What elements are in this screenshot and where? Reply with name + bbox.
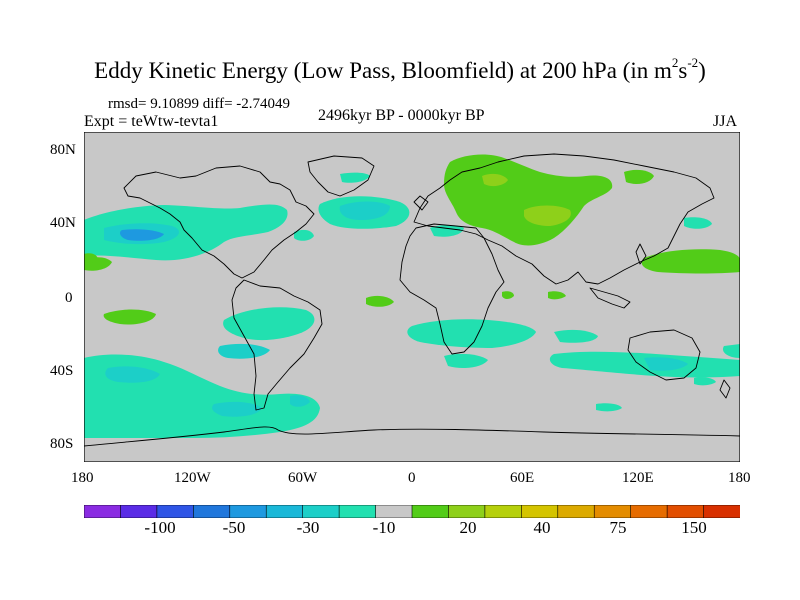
colorbar-swatch-15	[630, 505, 668, 518]
y-tick-80s: 80S	[50, 436, 74, 452]
stats-text: rmsd= 9.10899 diff= -2.74049	[108, 96, 291, 112]
colorbar-swatch-0	[84, 505, 122, 518]
period-label: 2496kyr BP - 0000kyr BP	[318, 107, 485, 124]
colorbar-swatch-2	[156, 505, 194, 518]
south-america-coast	[231, 279, 323, 411]
colorbar-label-neg100: -100	[144, 518, 176, 537]
nw-pacific-east-anomaly	[684, 217, 712, 229]
experiment-label: Expt = teWtw-tevta1	[84, 113, 219, 130]
south-pacific-core-b	[212, 401, 262, 417]
x-tick-120w: 120W	[174, 470, 211, 486]
greenland-sea-anomaly	[340, 172, 370, 183]
ne-pacific-positive	[641, 249, 740, 274]
south-atlantic-anomaly	[407, 319, 536, 348]
colorbar-swatch-7	[338, 505, 377, 518]
colorbar-swatch-12	[521, 505, 559, 518]
indonesia-coast	[589, 287, 631, 309]
colorbar-swatch-5	[265, 505, 304, 518]
y-tick-40n: 40N	[50, 215, 76, 231]
colorbar-swatch-3	[193, 505, 231, 518]
x-tick-120e: 120E	[622, 470, 654, 486]
central-asia-max	[524, 205, 571, 226]
us-east-anomaly	[294, 229, 314, 241]
plot-title: Eddy Kinetic Energy (Low Pass, Bloomfiel…	[94, 55, 706, 83]
eke-contour-fills	[84, 154, 740, 438]
colorbar-swatch-9	[411, 505, 450, 518]
southern-ocean-anomaly	[596, 403, 622, 412]
colorbar-swatch-17	[703, 505, 740, 518]
eke-map	[84, 132, 740, 462]
colorbar-label-neg30: -30	[296, 518, 320, 537]
colorbar-swatch-13	[557, 505, 595, 518]
colorbar-swatch-4	[229, 505, 267, 518]
dateline-north-positive	[84, 253, 98, 264]
x-tick-60w: 60W	[288, 470, 318, 486]
colorbar-swatch-6	[302, 505, 340, 518]
tropical-atlantic-positive	[366, 295, 394, 307]
colorbar-label-neg50: -50	[222, 518, 246, 537]
colorbar-label-75: 75	[609, 518, 627, 537]
australia-coast	[627, 329, 701, 381]
australia-band-core	[644, 357, 688, 371]
med-anomaly	[430, 225, 464, 237]
new-zealand-coast	[719, 379, 731, 399]
south-pacific-core-a	[105, 366, 160, 383]
colorbar-label-neg10: -10	[372, 518, 396, 537]
south-pacific-core-c	[290, 395, 310, 407]
colorbar-swatch-1	[120, 505, 158, 518]
british-isles-coast	[413, 195, 429, 211]
south-pacific-anomaly	[223, 307, 315, 341]
colorbar-label-40: 40	[533, 518, 551, 537]
antarctica-coast	[84, 426, 740, 447]
africa-coast	[399, 223, 505, 355]
north-atlantic-core	[339, 201, 390, 220]
y-tick-0: 0	[65, 290, 73, 306]
scandinavia-max	[482, 173, 508, 187]
indian-ocean-positive	[548, 291, 566, 300]
tasman-anomaly	[694, 377, 716, 386]
colorbar-swatch-11	[484, 505, 522, 518]
south-indian-anomaly	[554, 329, 598, 343]
arabian-sea-positive	[502, 291, 514, 299]
coastlines	[84, 153, 740, 447]
colorbar-label-20: 20	[459, 518, 477, 537]
east-edge-anomaly	[722, 344, 740, 358]
x-tick-0: 0	[408, 470, 416, 486]
north-pacific-min	[120, 229, 164, 241]
colorbar	[84, 505, 740, 518]
y-tick-80n: 80N	[50, 142, 76, 158]
season-label: JJA	[713, 113, 738, 130]
x-tick-60e: 60E	[510, 470, 535, 486]
colorbar-swatch-14	[593, 505, 632, 518]
north-america-coast	[123, 165, 315, 279]
south-atlantic-secondary	[444, 353, 488, 368]
eurasia-coast	[413, 153, 715, 285]
south-pacific-small-core	[218, 343, 270, 359]
x-tick-180e: 180	[728, 470, 751, 486]
japan-coast	[635, 243, 647, 265]
colorbar-swatch-16	[666, 505, 705, 518]
east-siberia-positive	[624, 169, 654, 184]
north-pacific-anomaly	[84, 204, 288, 261]
greenland-coast	[307, 155, 375, 197]
y-tick-40s: 40S	[50, 363, 74, 379]
colorbar-label-150: 150	[681, 518, 707, 537]
x-tick-180w: 180	[71, 470, 94, 486]
colorbar-swatch-10	[448, 505, 486, 518]
colorbar-swatch-8	[375, 505, 413, 518]
equatorial-pacific-positive	[103, 309, 156, 325]
